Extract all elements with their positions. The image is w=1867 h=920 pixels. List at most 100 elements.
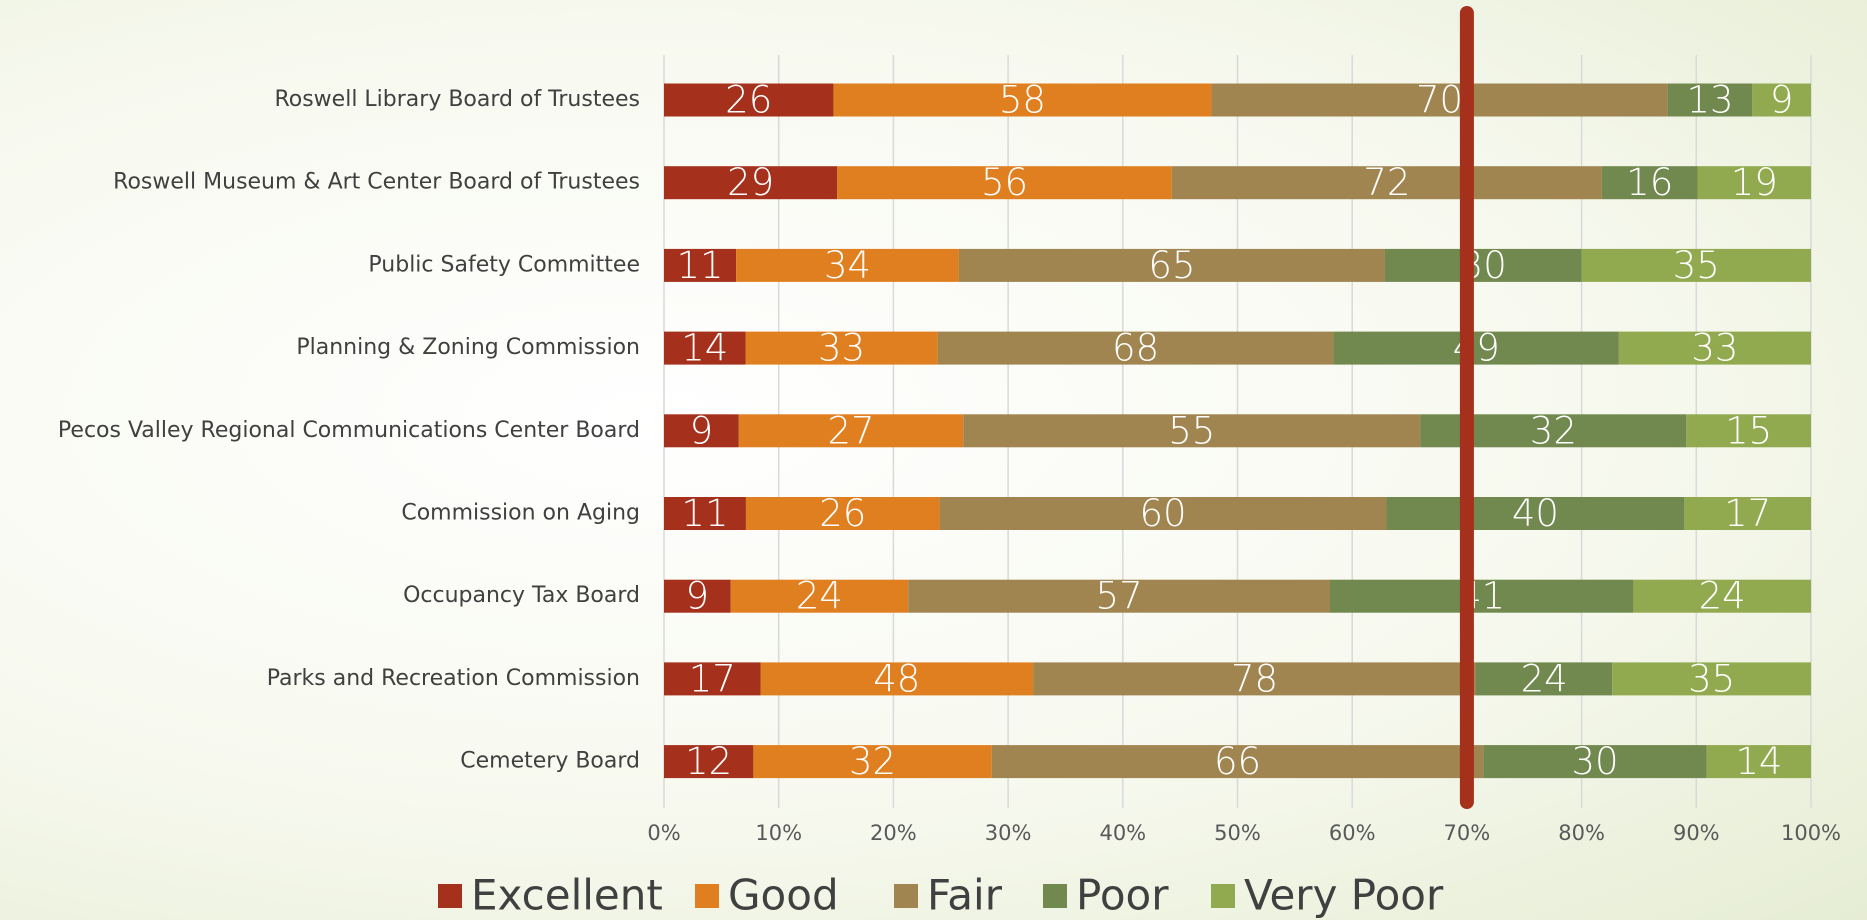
data-label: 33 (818, 327, 865, 370)
data-label: 24 (796, 575, 843, 618)
legend-label: Good (728, 871, 839, 920)
data-label: 70 (1416, 79, 1463, 122)
bar-segment (991, 745, 1484, 779)
data-label: 34 (824, 244, 871, 287)
x-tick-label: 20% (870, 821, 917, 845)
data-label: 66 (1214, 740, 1261, 783)
x-tick-label: 30% (985, 821, 1032, 845)
data-label: 11 (677, 244, 724, 287)
x-tick-label: 60% (1329, 821, 1376, 845)
data-label: 72 (1363, 161, 1410, 204)
bar-segment (1171, 166, 1602, 200)
bar-segment (1612, 662, 1811, 696)
x-tick-label: 0% (647, 821, 680, 845)
bar-segment (664, 745, 754, 779)
data-label: 9 (686, 575, 710, 618)
data-label: 30 (1571, 740, 1618, 783)
bar-segment (833, 83, 1212, 117)
data-label: 26 (725, 79, 772, 122)
bar-segment (1706, 745, 1811, 779)
bar-segment (664, 662, 761, 696)
x-tick-label: 10% (755, 821, 802, 845)
bar-segment (1752, 83, 1811, 117)
bar-segment (958, 248, 1385, 282)
bar-segment (760, 662, 1034, 696)
category-label: Commission on Aging (401, 501, 640, 526)
bar-segment (1483, 745, 1707, 779)
category-label: Roswell Library Board of Trustees (274, 87, 640, 112)
category-label: Roswell Museum & Art Center Board of Tru… (113, 170, 640, 195)
data-label: 19 (1731, 161, 1778, 204)
category-label: Occupancy Tax Board (403, 583, 640, 608)
data-label: 60 (1139, 492, 1186, 535)
data-label: 68 (1112, 327, 1159, 370)
bar-segment (1697, 166, 1811, 200)
legend-swatch (1043, 884, 1067, 908)
bar-segment (664, 579, 731, 613)
data-label: 29 (727, 161, 774, 204)
data-label: 26 (819, 492, 866, 535)
bar-segment (664, 414, 739, 448)
data-label: 9 (1770, 79, 1794, 122)
bar-segment (664, 83, 834, 117)
bar-segment (939, 497, 1387, 530)
data-label: 55 (1168, 409, 1215, 452)
bar-segment (1686, 414, 1811, 448)
data-label: 14 (681, 327, 728, 370)
bar-segment (664, 166, 838, 200)
category-label: Public Safety Committee (368, 252, 640, 277)
x-tick-label: 90% (1673, 821, 1720, 845)
x-tick-label: 70% (1444, 821, 1491, 845)
bar-segment (1618, 331, 1811, 365)
legend-label: Excellent (471, 871, 663, 920)
data-label: 35 (1673, 244, 1720, 287)
data-label: 58 (999, 79, 1046, 122)
data-label: 16 (1626, 161, 1673, 204)
data-label: 33 (1691, 327, 1738, 370)
data-label: 40 (1512, 492, 1559, 535)
x-tick-label: 80% (1558, 821, 1605, 845)
data-label: 27 (827, 409, 874, 452)
bar-segment (1601, 166, 1698, 200)
bar-segment (745, 331, 938, 365)
bar-segment (736, 248, 959, 282)
category-label: Cemetery Board (460, 749, 640, 774)
bar-segment (664, 248, 737, 282)
data-label: 13 (1686, 79, 1733, 122)
legend-label: Fair (927, 871, 1003, 920)
data-label: 11 (681, 492, 728, 535)
data-label: 17 (689, 657, 736, 700)
data-label: 24 (1699, 575, 1746, 618)
bar-segment (1386, 497, 1685, 530)
data-label: 24 (1521, 657, 1568, 700)
bar-segment (1633, 579, 1811, 613)
bar-segment (1333, 331, 1619, 365)
bar-segment (963, 414, 1421, 448)
legend-swatch (438, 884, 462, 908)
bar-segment (664, 497, 746, 530)
category-label: Pecos Valley Regional Communications Cen… (58, 418, 640, 443)
data-label: 65 (1148, 244, 1195, 287)
bar-segment (1581, 248, 1811, 282)
x-tick-label: 50% (1214, 821, 1261, 845)
data-label: 57 (1096, 575, 1143, 618)
bar-segment (1033, 662, 1476, 696)
bar-segment (664, 331, 746, 365)
category-label: Planning & Zoning Commission (296, 335, 640, 360)
legend-swatch (1211, 884, 1235, 908)
legend-swatch (894, 884, 918, 908)
category-label: Parks and Recreation Commission (267, 666, 640, 691)
data-label: 35 (1688, 657, 1735, 700)
x-tick-label: 100% (1781, 821, 1841, 845)
bar-segment (730, 579, 909, 613)
bar-segment (1475, 662, 1613, 696)
data-label: 14 (1735, 740, 1782, 783)
data-label: 49 (1453, 327, 1500, 370)
bar-segment (745, 497, 940, 530)
bar-segment (1384, 248, 1582, 282)
bar-segment (1330, 579, 1634, 613)
bar-segment (837, 166, 1172, 200)
data-label: 17 (1724, 492, 1771, 535)
bar-segment (753, 745, 992, 779)
